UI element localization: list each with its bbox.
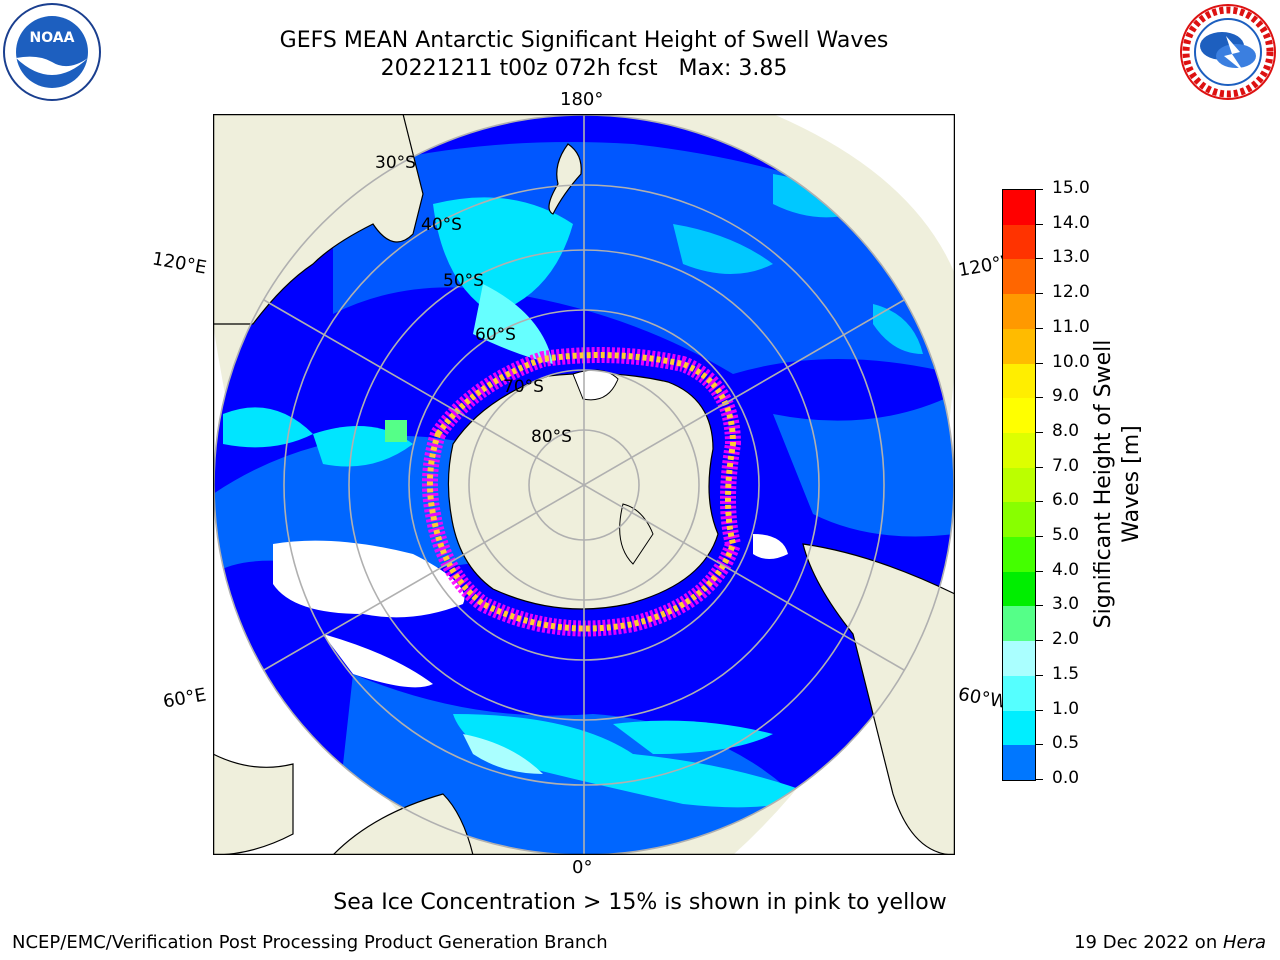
colorbar-tick-mark — [1035, 397, 1043, 399]
colorbar-tick-label: 4.0 — [1052, 559, 1080, 580]
polar-map-svg: 30°S 40°S 50°S 60°S 70°S 80°S — [212, 113, 956, 856]
colorbar-tick-label: 15.0 — [1052, 178, 1090, 198]
lon-label-180: 180° — [560, 89, 604, 110]
colorbar-segment — [1003, 467, 1035, 503]
australia-land — [212, 113, 424, 325]
colorbar-tick-label: 13.0 — [1052, 247, 1090, 268]
colorbar-tick-label: 5.0 — [1052, 525, 1080, 546]
colorbar-tick-label: 8.0 — [1052, 420, 1080, 441]
chart-title-line1: GEFS MEAN Antarctic Significant Height o… — [279, 28, 889, 53]
colorbar-tick-mark — [1035, 570, 1043, 572]
lon-label-60e: 60°E — [161, 684, 208, 713]
colorbar-tick-mark — [1035, 744, 1043, 746]
colorbar-segment — [1003, 398, 1035, 434]
lat-label-30s: 30°S — [375, 153, 416, 173]
colorbar-tick-label: 3.0 — [1052, 594, 1080, 615]
credit-text: NCEP/EMC/Verification Post Processing Pr… — [12, 932, 608, 953]
colorbar-tick-mark — [1035, 258, 1043, 260]
colorbar-tick-mark — [1035, 536, 1043, 538]
colorbar-tick-label: 0.5 — [1052, 733, 1080, 754]
polar-map: 30°S 40°S 50°S 60°S 70°S 80°S — [212, 113, 956, 856]
colorbar-tick-mark — [1035, 362, 1043, 364]
colorbar-segment — [1003, 363, 1035, 399]
lat-label-80s: 80°S — [531, 427, 572, 447]
colorbar-tick-label: 6.0 — [1052, 490, 1080, 511]
colorbar-tick-label: 1.0 — [1052, 698, 1080, 719]
map-frame — [212, 113, 956, 856]
colorbar-segment — [1003, 502, 1035, 538]
colorbar-segment — [1003, 224, 1035, 260]
colorbar-segment — [1003, 745, 1035, 781]
colorbar-segment — [1003, 537, 1035, 573]
colorbar-tick-label: 11.0 — [1052, 316, 1090, 337]
colorbar-tick-label: 14.0 — [1052, 212, 1090, 233]
colorbar-tick-label: 7.0 — [1052, 455, 1080, 476]
colorbar-segment — [1003, 294, 1035, 330]
colorbar-tick-label: 12.0 — [1052, 282, 1090, 303]
colorbar-tick-mark — [1035, 466, 1043, 468]
colorbar-tick-mark — [1035, 293, 1043, 295]
colorbar-tick-label: 1.5 — [1052, 663, 1080, 684]
colorbar-segment — [1003, 641, 1035, 677]
colorbar-tick-mark — [1035, 709, 1043, 711]
colorbar-tick-mark — [1035, 189, 1043, 190]
noaa-logo: NOAA — [2, 2, 102, 102]
date-text: 19 Dec 2022 on Hera — [1074, 932, 1266, 953]
colorbar-tick-mark — [1035, 640, 1043, 642]
colorbar-tick-mark — [1035, 501, 1043, 503]
lon-label-0: 0° — [572, 857, 593, 878]
lat-label-60s: 60°S — [475, 325, 516, 345]
colorbar-tick-mark — [1035, 223, 1043, 225]
colorbar-segment — [1003, 675, 1035, 711]
colorbar-segment — [1003, 571, 1035, 607]
africa-land — [212, 753, 294, 856]
nws-logo — [1178, 2, 1278, 102]
colorbar-tick-label: 0.0 — [1052, 768, 1080, 788]
colorbar-tick-mark — [1035, 779, 1043, 780]
colorbar-segment — [1003, 190, 1035, 225]
colorbar-tick-label: 2.0 — [1052, 629, 1080, 650]
colorbar-tick-mark — [1035, 327, 1043, 329]
host-name: Hera — [1222, 932, 1266, 953]
noaa-logo-text: NOAA — [30, 30, 75, 46]
new-zealand-land — [548, 143, 582, 215]
south-america-land — [802, 543, 956, 856]
colorbar-tick-label: 9.0 — [1052, 386, 1080, 407]
colorbar-segment — [1003, 710, 1035, 746]
colorbar-tick-mark — [1035, 605, 1043, 607]
colorbar-tick-label: 10.0 — [1052, 351, 1090, 372]
date-label: 19 Dec 2022 on — [1074, 932, 1223, 953]
colorbar-tick-mark — [1035, 674, 1043, 676]
lat-label-40s: 40°S — [421, 215, 462, 235]
colorbar-tick-mark — [1035, 431, 1043, 433]
colorbar-segment — [1003, 328, 1035, 364]
colorbar-segment — [1003, 259, 1035, 295]
colorbar-label: Significant Height of Swell Waves [m] — [1091, 339, 1144, 629]
lat-label-70s: 70°S — [503, 377, 544, 397]
colorbar — [1002, 189, 1036, 781]
lon-label-120e: 120°E — [150, 248, 209, 279]
colorbar-segment — [1003, 432, 1035, 468]
sea-ice-note: Sea Ice Concentration > 15% is shown in … — [333, 890, 947, 915]
colorbar-segment — [1003, 606, 1035, 642]
chart-title-line2: 20221211 t00z 072h fcst Max: 3.85 — [380, 56, 788, 81]
lat-label-50s: 50°S — [443, 271, 484, 291]
